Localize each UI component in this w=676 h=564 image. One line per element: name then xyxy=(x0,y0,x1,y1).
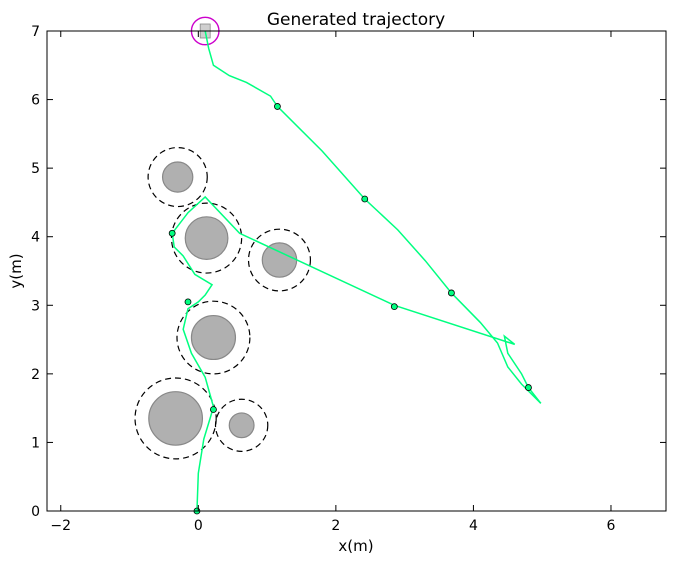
y-tick-label: 0 xyxy=(31,504,40,520)
waypoint-4 xyxy=(168,229,176,237)
y-tick-label: 7 xyxy=(31,24,40,40)
x-tick-label: 6 xyxy=(607,518,616,534)
trajectory-line-2 xyxy=(204,30,542,404)
x-tick-label: 0 xyxy=(194,518,203,534)
obstacle-3 xyxy=(261,242,298,278)
y-tick-label: 4 xyxy=(31,230,40,246)
obstacle-1 xyxy=(161,161,194,193)
y-axis-label: y(m) xyxy=(7,253,25,288)
waypoint-3 xyxy=(184,298,192,306)
safety-ring-1 xyxy=(147,146,208,208)
y-tick-label: 2 xyxy=(31,367,40,383)
x-tick-label: −2 xyxy=(50,518,71,534)
safety-rings xyxy=(134,146,312,460)
safety-ring-3 xyxy=(247,228,312,292)
plot-frame xyxy=(46,30,667,512)
x-tick-label: 4 xyxy=(469,518,478,534)
waypoint-5 xyxy=(390,303,398,311)
waypoint-7 xyxy=(361,195,369,203)
obstacle-4 xyxy=(190,314,237,361)
obstacles xyxy=(148,161,298,446)
y-tick-label: 5 xyxy=(31,161,40,177)
waypoints xyxy=(168,103,532,515)
axis-ticks: −2 0 2 4 6 0 1 2 3 4 5 6 7 xyxy=(31,24,666,534)
safety-ring-5 xyxy=(134,377,217,460)
waypoint-2 xyxy=(210,406,217,413)
waypoint-6 xyxy=(274,103,281,110)
x-axis-label: x(m) xyxy=(338,537,373,555)
obstacle-2 xyxy=(184,216,229,260)
safety-ring-4 xyxy=(176,300,251,375)
obstacle-6 xyxy=(228,412,255,439)
y-tick-label: 1 xyxy=(31,435,40,451)
x-tick-label: 2 xyxy=(331,518,340,534)
chart-title: Generated trajectory xyxy=(267,10,445,30)
waypoint-9 xyxy=(525,384,532,391)
waypoint-8 xyxy=(448,289,455,297)
safety-ring-6 xyxy=(214,398,269,452)
y-tick-label: 3 xyxy=(31,298,40,314)
trajectory-line-1 xyxy=(171,195,542,512)
y-tick-label: 6 xyxy=(31,93,40,109)
safety-ring-2 xyxy=(170,202,243,274)
obstacle-5 xyxy=(148,391,204,446)
trajectory-lines xyxy=(171,30,542,512)
